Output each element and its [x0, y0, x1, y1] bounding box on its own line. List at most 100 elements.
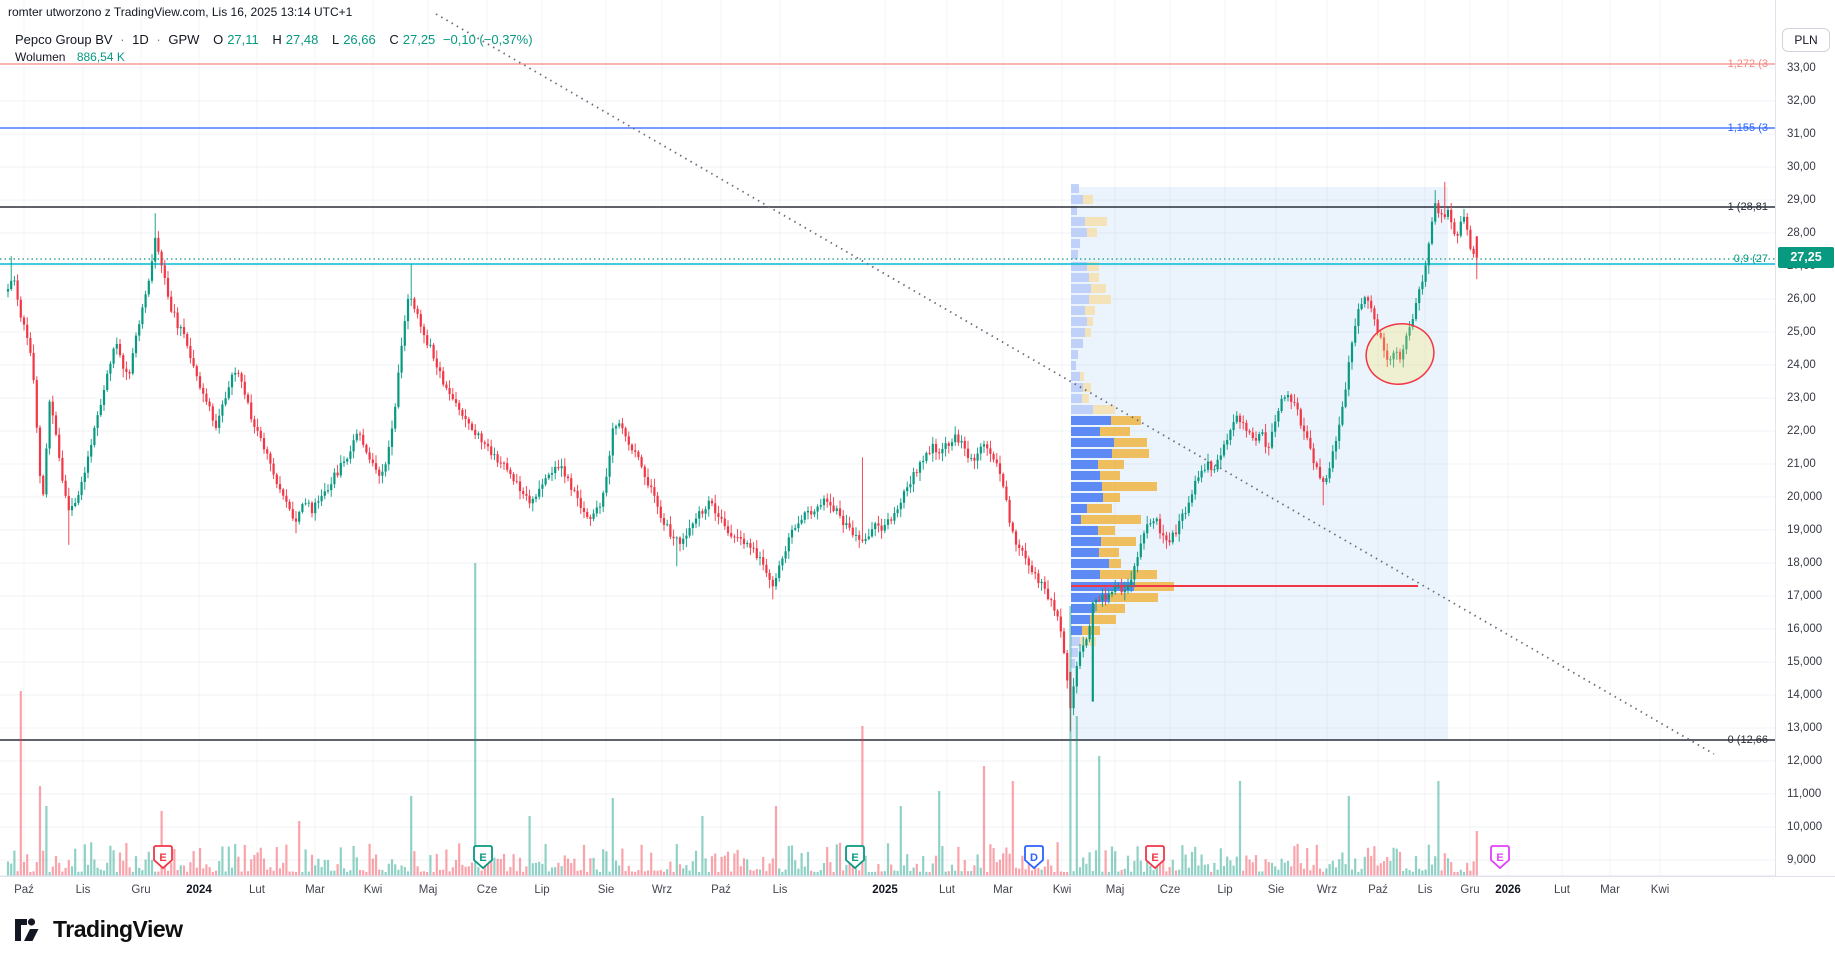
- candle-body: [774, 578, 778, 587]
- volume-bar: [6, 861, 10, 876]
- volume-bar: [1427, 844, 1430, 876]
- candlestick-series[interactable]: [6, 181, 1478, 732]
- dotted-trendline[interactable]: [435, 13, 1715, 755]
- symbol-name[interactable]: Pepco Group BV: [15, 32, 113, 47]
- candle-body: [1168, 540, 1171, 543]
- candle-body: [198, 376, 202, 388]
- volume-profile-bar: [1071, 273, 1089, 282]
- candle-body: [835, 508, 838, 512]
- event-badge-E[interactable]: E: [845, 845, 865, 870]
- volume-profile-bar-tail: [1087, 504, 1112, 513]
- volume-profile-bar-tail: [1082, 626, 1100, 635]
- ellipse-annotation[interactable]: [1361, 318, 1440, 391]
- volume-bar: [1117, 871, 1120, 876]
- candle-body: [944, 443, 947, 449]
- fib-level-label: 1,155 (3: [1727, 122, 1768, 134]
- candle-body: [320, 495, 323, 502]
- event-badge-D[interactable]: D: [1024, 845, 1044, 870]
- price-axis-label: 32,00: [1787, 95, 1816, 107]
- event-badge-shape: [1490, 845, 1510, 870]
- candle-body: [346, 458, 349, 462]
- volume-bar: [64, 867, 67, 876]
- volume-bar: [1434, 856, 1437, 876]
- volume-bar: [800, 852, 803, 876]
- event-badge-E[interactable]: E: [1490, 845, 1510, 870]
- candle-body: [1302, 425, 1306, 432]
- candle-body: [1030, 565, 1034, 573]
- event-badge-E[interactable]: E: [153, 845, 173, 870]
- candle-body: [394, 406, 397, 429]
- volume-bar: [355, 857, 358, 876]
- volume-profile-bar: [1071, 648, 1078, 657]
- volume-bar: [381, 870, 384, 876]
- volume-bar: [944, 871, 947, 876]
- event-badge-E[interactable]: E: [473, 845, 493, 870]
- volume-bar: [250, 859, 253, 876]
- candle-body: [1283, 397, 1286, 399]
- candle-body: [445, 384, 448, 389]
- candle-body: [83, 472, 86, 483]
- candle-body: [259, 430, 262, 439]
- candle-body: [1222, 444, 1226, 456]
- timeframe[interactable]: 1D: [132, 32, 149, 47]
- volume-bar: [1334, 867, 1338, 876]
- candle-body: [1018, 544, 1021, 548]
- volume-bar: [870, 871, 874, 876]
- volume-bar: [970, 871, 973, 876]
- candle-body: [246, 394, 250, 403]
- candle-body: [1162, 533, 1165, 536]
- candle-body: [211, 406, 214, 421]
- candle-body: [1261, 432, 1264, 435]
- volume-bar: [368, 843, 371, 876]
- price-axis[interactable]: PLN 33,0032,0031,0030,0029,0028,0027,002…: [1775, 0, 1835, 876]
- volume-bar: [707, 871, 710, 876]
- candle-body: [483, 442, 486, 444]
- volume-bar: [771, 858, 774, 876]
- volume-bar: [1053, 871, 1056, 876]
- volume-bar: [1270, 862, 1274, 876]
- volume-bar: [1296, 843, 1299, 876]
- candle-body: [634, 450, 637, 452]
- volume-bar: [1066, 871, 1069, 876]
- fib-level-label: 1,272 (3: [1727, 58, 1768, 70]
- tradingview-brand[interactable]: TradingView: [14, 916, 183, 943]
- candle-body: [38, 427, 42, 476]
- event-badge-shape: [473, 845, 493, 870]
- volume-bar: [1283, 862, 1286, 876]
- candle-body: [931, 443, 934, 454]
- volume-profile-bar-tail: [1081, 515, 1141, 524]
- volume-profile-bar-tail: [1100, 471, 1120, 480]
- volume-bar: [38, 786, 42, 876]
- candle-body: [1008, 499, 1011, 523]
- volume-bar: [365, 871, 368, 876]
- volume-bar: [122, 860, 125, 876]
- candle-body: [941, 448, 944, 454]
- volume-bar: [246, 871, 250, 876]
- candle-body: [70, 506, 74, 511]
- volume-bar: [1050, 865, 1053, 876]
- candle-body: [915, 472, 918, 474]
- volume-bar: [1437, 781, 1440, 876]
- volume-profile-bar: [1071, 372, 1080, 381]
- volume-bar: [58, 862, 61, 876]
- price-axis-label: 29,00: [1787, 194, 1816, 206]
- candle-body: [323, 491, 326, 496]
- volume-bar: [227, 846, 230, 876]
- candle-body: [1040, 581, 1043, 584]
- volume-bar: [448, 871, 451, 876]
- candle-body: [451, 394, 454, 400]
- volume-bar: [1376, 865, 1379, 876]
- candle-body: [1341, 406, 1344, 425]
- candle-body: [1104, 594, 1107, 600]
- volume-bar: [1056, 842, 1059, 876]
- event-badge-E[interactable]: E: [1145, 845, 1165, 870]
- candle-body: [1459, 221, 1462, 236]
- volume-bar: [182, 865, 186, 876]
- volume-bar: [170, 862, 173, 876]
- currency-button[interactable]: PLN: [1782, 28, 1830, 52]
- candle-body: [752, 547, 755, 549]
- candle-body: [426, 335, 429, 346]
- candle-body: [96, 415, 99, 428]
- time-axis[interactable]: Paź Lis Gru 2024 Lut Mar Kwi Maj Cze Lip Sie Wrz Paź…: [0, 876, 1835, 907]
